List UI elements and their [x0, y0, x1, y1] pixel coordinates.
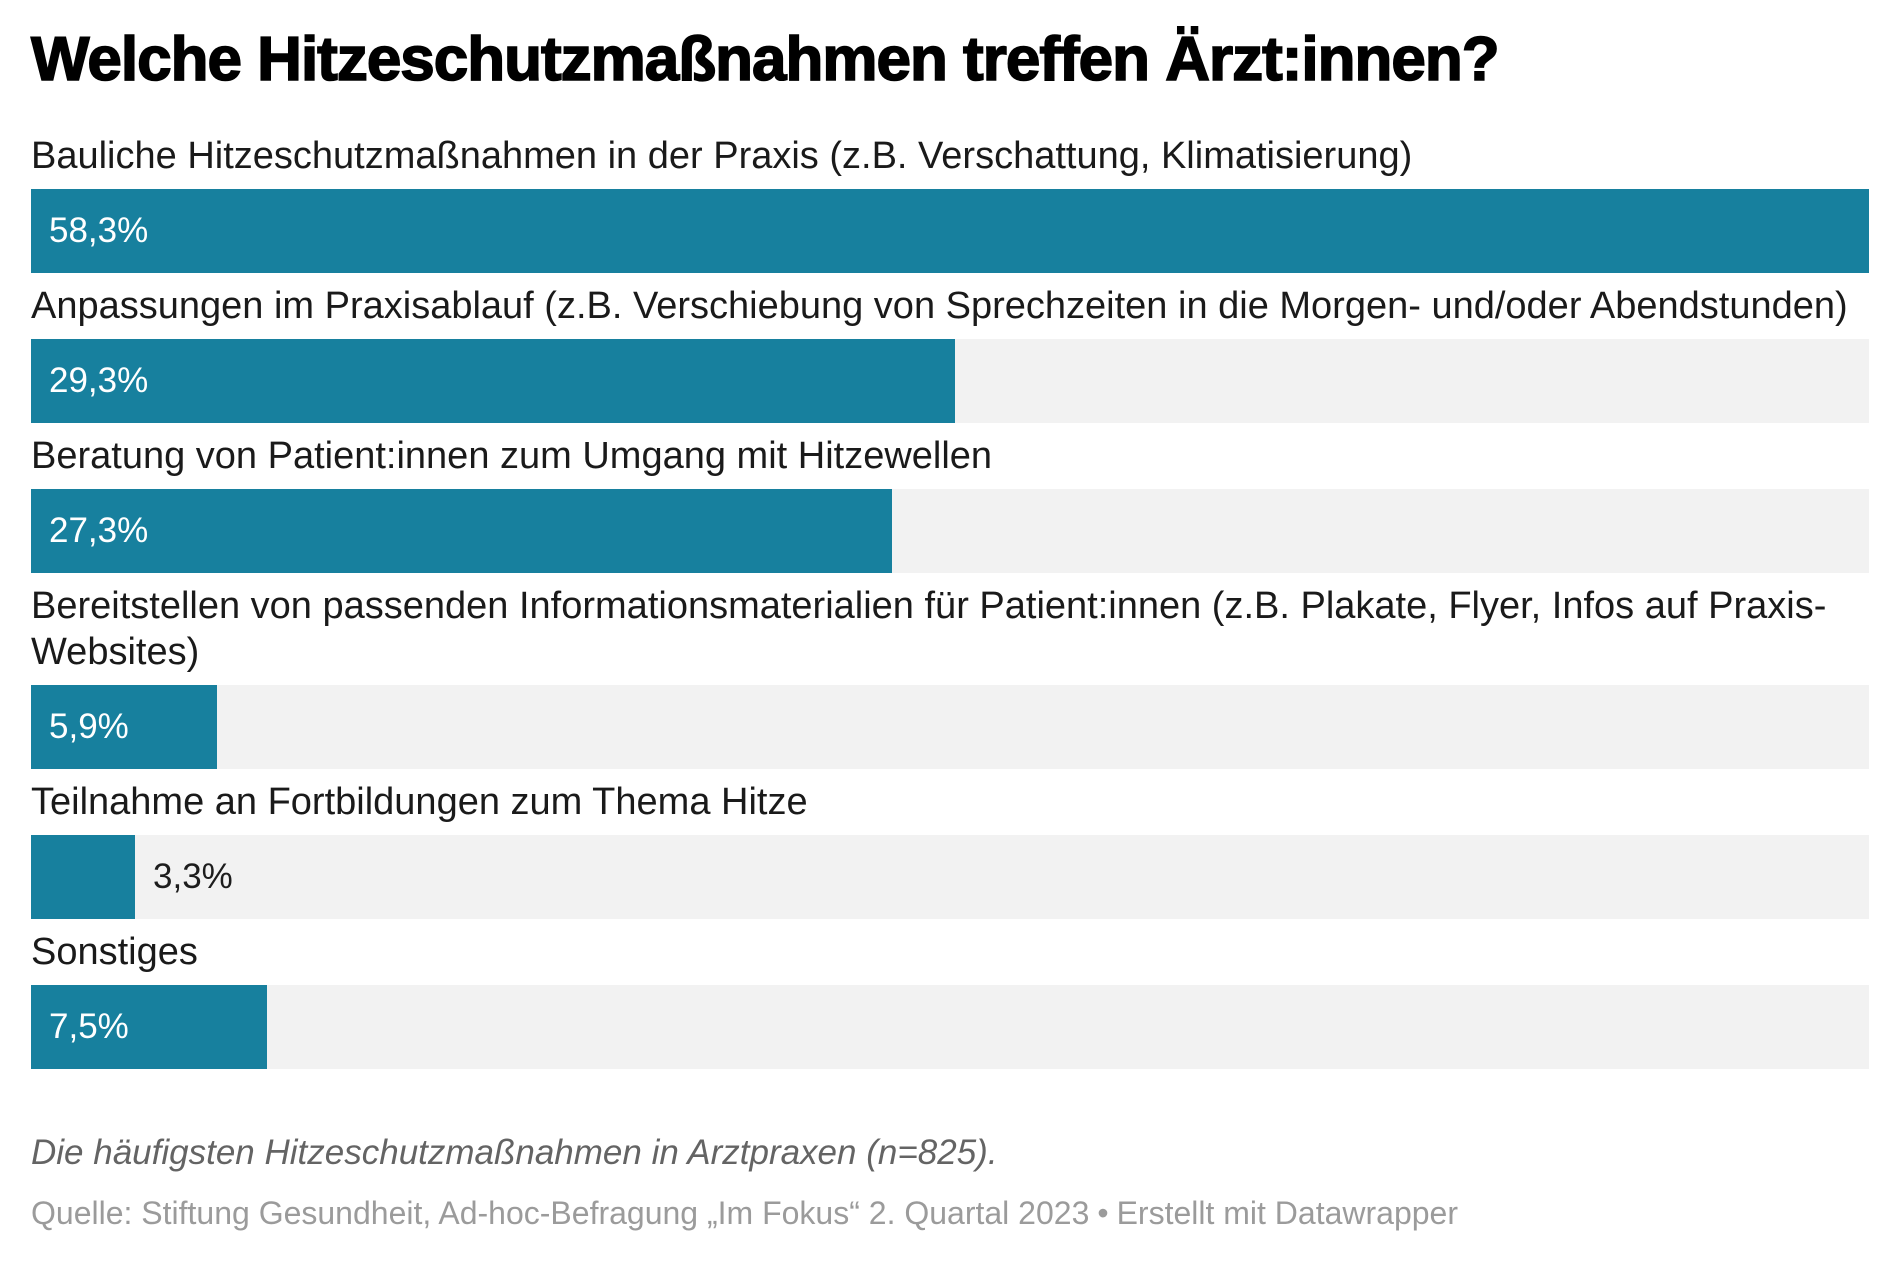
bar-label: Anpassungen im Praxisablauf (z.B. Versch… — [31, 285, 1848, 328]
bar-row: Bereitstellen von passenden Informations… — [31, 583, 1869, 770]
bar-label: Bauliche Hitzeschutzmaßnahmen in der Pra… — [31, 135, 1413, 178]
bar-value: 29,3% — [49, 361, 149, 401]
bar-value: 27,3% — [49, 511, 149, 551]
bar-track: 29,3% — [31, 339, 1869, 424]
source-text: Quelle: Stiftung Gesundheit, Ad-hoc-Befr… — [31, 1195, 1090, 1232]
bar-label: Teilnahme an Fortbildungen zum Thema Hit… — [31, 781, 808, 824]
bar-label: Sonstiges — [31, 931, 198, 974]
bar-track: 58,3% — [31, 189, 1869, 274]
bar-value: 7,5% — [49, 1007, 129, 1047]
bar-value: 58,3% — [49, 211, 149, 251]
chart-title: Welche Hitzeschutzmaßnahmen treffen Ärzt… — [30, 24, 1500, 95]
bar-row: Anpassungen im Praxisablauf (z.B. Versch… — [31, 283, 1869, 424]
bar-track: 3,3% — [31, 835, 1869, 920]
bar-track: 5,9% — [31, 685, 1869, 770]
bar-fill: 29,3% — [31, 339, 955, 424]
bar-track: 27,3% — [31, 489, 1869, 574]
bar-fill: 7,5% — [31, 985, 268, 1070]
bar-fill: 27,3% — [31, 489, 892, 574]
separator-bullet: • — [1097, 1195, 1109, 1232]
bar-row: Beratung von Patient:innen zum Umgang mi… — [31, 433, 1869, 574]
bar-row: Teilnahme an Fortbildungen zum Thema Hit… — [31, 779, 1869, 920]
bar-row: Bauliche Hitzeschutzmaßnahmen in der Pra… — [31, 133, 1869, 274]
bar-row: Sonstiges 7,5% — [31, 929, 1869, 1070]
chart-source-line: Quelle: Stiftung Gesundheit, Ad-hoc-Befr… — [31, 1191, 1869, 1235]
bar-value: 5,9% — [49, 707, 129, 747]
bar-chart: Bauliche Hitzeschutzmaßnahmen in der Pra… — [31, 133, 1869, 1070]
bar-fill: 58,3% — [31, 189, 1869, 274]
bar-fill — [31, 835, 136, 920]
bar-value: 3,3% — [153, 857, 233, 897]
bar-label: Beratung von Patient:innen zum Umgang mi… — [31, 435, 993, 478]
bar-label: Bereitstellen von passenden Informations… — [31, 585, 1827, 674]
bar-fill: 5,9% — [31, 685, 217, 770]
chart-notes: Die häufigsten Hitzeschutzmaßnahmen in A… — [31, 1133, 998, 1173]
bar-track: 7,5% — [31, 985, 1869, 1070]
datawrapper-attribution[interactable]: Erstellt mit Datawrapper — [1116, 1195, 1458, 1232]
